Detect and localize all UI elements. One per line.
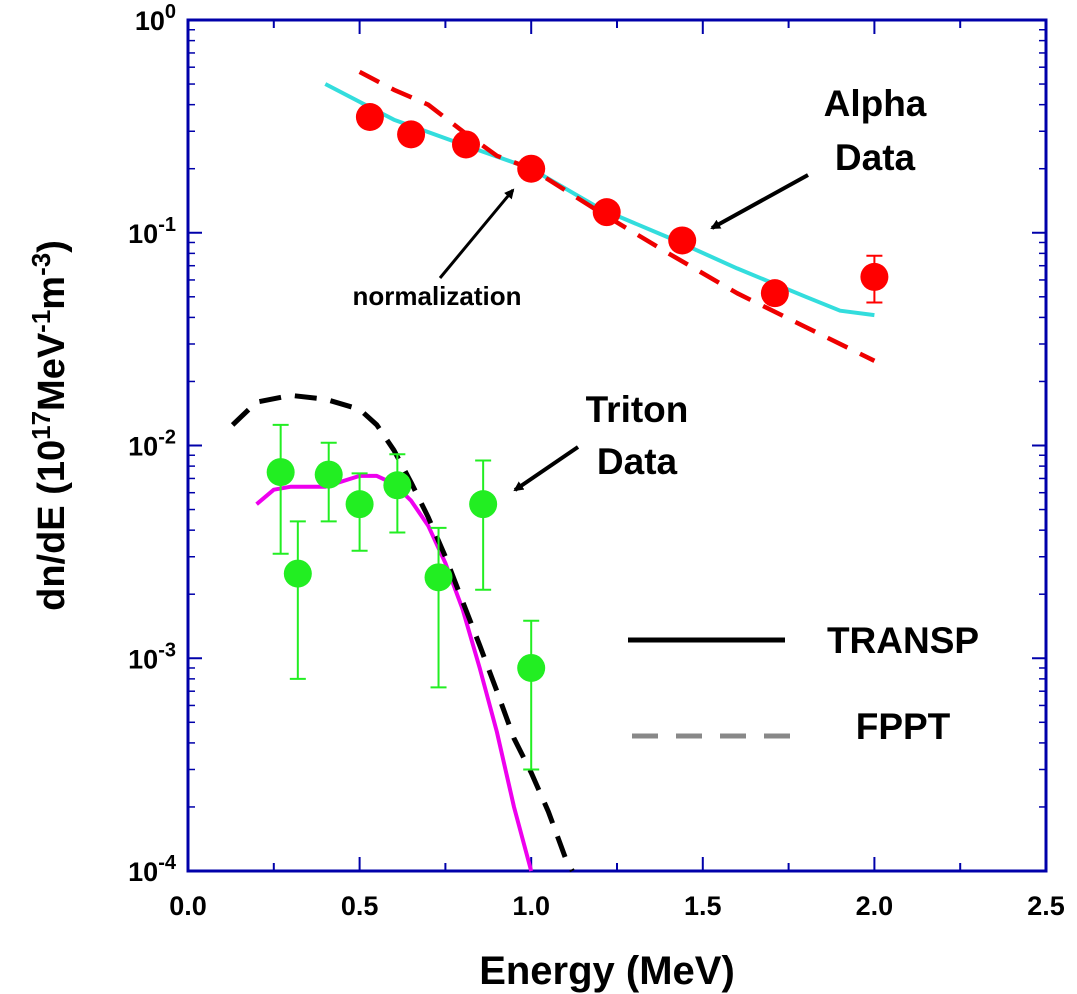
x-tick-label: 1.5 [684,891,722,921]
alpha-label-line1: Alpha [824,83,927,124]
alpha-data-point [451,130,480,159]
y-tick-exponent: -3 [158,639,176,661]
axes: 0.0 0.5 1.0 1.5 2.0 2.510010-110-210-310-4Ene… [26,1,1065,993]
legend-fppt-label: FPPT [856,706,951,747]
y-tick-label: 100 [135,1,176,36]
y-tick-base: 10 [128,644,158,674]
y-axis-title-part: m [31,276,73,310]
x-tick-label: 0.5 [341,891,379,921]
y-axis-title-part: MeV [31,332,73,411]
alpha_transp-line [324,82,875,318]
y-axis-title-part: -3 [26,253,56,276]
alpha-data-point [397,120,426,149]
y-tick-label: 10-2 [128,427,176,462]
alpha-data-point [517,154,546,183]
triton-arrow [513,445,580,492]
alpha-data-point [668,226,697,255]
alpha-data-point [592,198,621,227]
triton-data-point [517,653,546,682]
normalization-arrow [438,188,515,279]
triton-data-point [345,490,374,519]
series-layer [230,69,889,873]
alpha-label-line2: Data [835,137,916,178]
triton-data-point [283,559,312,588]
y-tick-label: 10-3 [128,639,176,674]
y-axis-title: dn/dE (1017MeV-1m-3) [26,240,73,611]
x-tick-label: 0.0 [169,891,207,921]
x-tick-label: 2.5 [1027,891,1065,921]
x-tick-label: 1.0 [512,891,550,921]
alpha-data-point [355,102,384,131]
alpha-data-point [860,262,889,291]
triton_fppt-line [230,392,575,873]
normalization-label: normalization [352,281,521,311]
triton-data-point [383,471,412,500]
y-tick-base: 10 [128,432,158,462]
alpha-arrow [710,173,809,230]
y-tick-exponent: -1 [158,214,176,236]
triton-data-point [424,563,453,592]
y-tick-exponent: -4 [158,852,177,874]
y-axis-title-part: dn/dE (10 [31,440,73,611]
y-axis-title-part: -1 [26,310,56,333]
y-tick-base: 10 [128,219,158,249]
y-tick-exponent: -2 [158,427,176,449]
y-tick-exponent: 0 [165,1,176,23]
triton-label-line2: Data [597,441,678,482]
triton_transp-line [255,473,534,872]
y-tick-label: 10-1 [128,214,176,249]
alpha-data-point [760,279,789,308]
triton-data-point [469,490,498,519]
triton-data-point [266,458,295,487]
x-tick-label: 2.0 [856,891,894,921]
legend: TRANSP FPPT [628,620,979,747]
x-axis-title: Energy (MeV) [479,949,735,993]
y-axis-title-part: 17 [26,411,56,440]
y-tick-base: 10 [128,857,158,887]
legend-transp-label: TRANSP [827,620,979,661]
triton-data-point [314,460,343,489]
annotations: Alpha Data Triton Data normalization [352,83,927,492]
y-tick-base: 10 [135,6,165,36]
y-tick-label: 10-4 [128,852,177,887]
y-axis-title-part: ) [31,240,73,253]
triton-label-line1: Triton [586,389,689,430]
